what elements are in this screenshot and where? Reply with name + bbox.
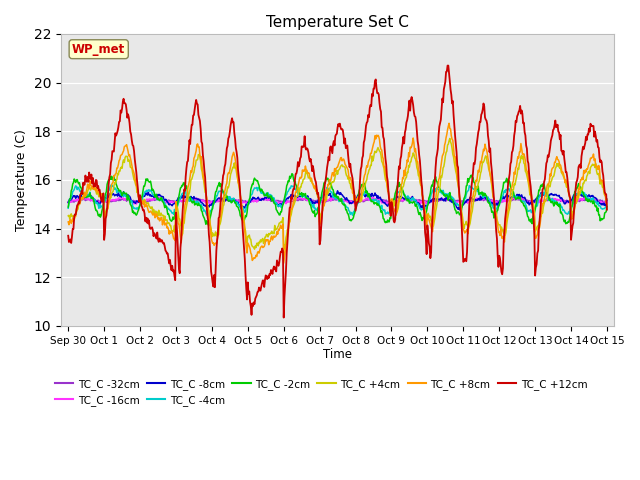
TC_C -8cm [435,196,443,202]
TC_C -8cm [206,202,214,208]
TC_C -4cm [603,202,611,208]
TC_C -8cm [65,200,72,205]
TC_C -4cm [107,182,115,188]
TC_C -2cm [182,183,190,189]
TC_C +4cm [330,179,338,184]
TC_C +8cm [603,201,611,207]
TC_C -8cm [333,188,341,194]
TC_C -16cm [435,196,443,202]
TC_C +12cm [435,123,443,129]
TC_C -8cm [382,202,390,207]
TC_C +4cm [382,178,390,184]
TC_C -16cm [556,197,563,203]
TC_C +8cm [435,175,443,181]
TC_C +8cm [280,260,287,266]
TC_C -32cm [331,197,339,203]
TC_C -32cm [603,197,611,203]
TC_C +4cm [182,204,190,210]
TC_C +12cm [65,233,72,239]
TC_C -2cm [205,222,212,228]
TC_C +8cm [445,120,453,126]
TC_C +12cm [280,315,287,321]
TC_C +8cm [206,218,214,224]
Line: TC_C +4cm: TC_C +4cm [68,138,607,250]
TC_C -4cm [349,212,356,218]
Line: TC_C -32cm: TC_C -32cm [68,199,607,203]
X-axis label: Time: Time [323,348,352,361]
TC_C -16cm [155,194,163,200]
TC_C +12cm [182,165,190,171]
TC_C +4cm [556,164,563,170]
TC_C -2cm [288,171,296,177]
TC_C -4cm [65,205,72,211]
TC_C -32cm [97,200,104,205]
TC_C -2cm [436,186,444,192]
Line: TC_C +12cm: TC_C +12cm [68,66,607,318]
TC_C -32cm [186,196,194,202]
Line: TC_C -4cm: TC_C -4cm [68,185,607,215]
TC_C -8cm [603,196,611,202]
TC_C +12cm [603,207,611,213]
TC_C +8cm [65,219,72,225]
TC_C +8cm [382,175,390,180]
TC_C -16cm [603,200,611,205]
TC_C -4cm [183,192,191,198]
TC_C -4cm [330,194,338,200]
TC_C -2cm [331,193,339,199]
TC_C -2cm [207,214,214,220]
Legend: TC_C -32cm, TC_C -16cm, TC_C -8cm, TC_C -4cm, TC_C -2cm, TC_C +4cm, TC_C +8cm, T: TC_C -32cm, TC_C -16cm, TC_C -8cm, TC_C … [51,375,591,410]
Line: TC_C +8cm: TC_C +8cm [68,123,607,263]
TC_C -16cm [65,200,72,205]
TC_C -2cm [383,219,391,225]
TC_C -32cm [65,199,72,204]
TC_C +12cm [382,162,390,168]
TC_C +8cm [330,173,338,179]
TC_C +8cm [182,197,190,203]
TC_C +8cm [556,159,563,165]
Title: Temperature Set C: Temperature Set C [266,15,409,30]
TC_C -4cm [556,201,563,206]
TC_C -2cm [65,204,72,210]
Y-axis label: Temperature (C): Temperature (C) [15,129,28,231]
TC_C -16cm [382,200,390,205]
Line: TC_C -8cm: TC_C -8cm [68,191,607,210]
TC_C +4cm [446,135,454,141]
TC_C -8cm [556,192,563,198]
TC_C -2cm [556,204,563,209]
TC_C -16cm [183,196,191,202]
TC_C -32cm [436,197,444,203]
TC_C -32cm [183,197,191,203]
TC_C -32cm [207,199,215,204]
TC_C -4cm [436,190,444,195]
TC_C +12cm [206,239,214,245]
TC_C +4cm [603,196,611,202]
TC_C +4cm [206,216,214,222]
TC_C -16cm [207,202,214,207]
TC_C +12cm [330,138,338,144]
TC_C -4cm [383,210,391,216]
TC_C -8cm [456,207,463,213]
Text: WP_met: WP_met [72,43,125,56]
TC_C -32cm [383,199,391,204]
TC_C -16cm [493,202,500,207]
TC_C +12cm [556,130,563,135]
TC_C -8cm [182,194,190,200]
Line: TC_C -2cm: TC_C -2cm [68,174,607,225]
TC_C +4cm [65,213,72,219]
TC_C -2cm [603,204,611,210]
TC_C -32cm [556,197,563,203]
TC_C +4cm [280,247,287,252]
TC_C +4cm [435,188,443,193]
Line: TC_C -16cm: TC_C -16cm [68,197,607,204]
TC_C -4cm [207,208,214,214]
TC_C -8cm [329,192,337,197]
TC_C +12cm [444,63,451,69]
TC_C -16cm [330,195,338,201]
